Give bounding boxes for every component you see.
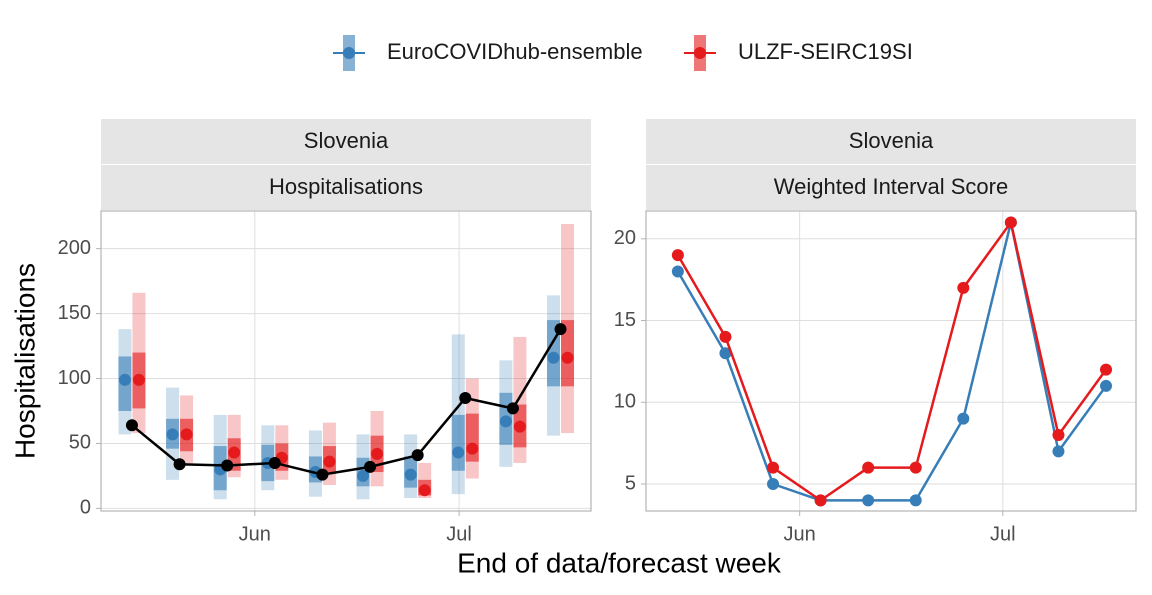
median-point [132, 373, 145, 386]
series-point [1100, 363, 1113, 376]
series-line [676, 222, 1108, 502]
median-point [418, 484, 431, 497]
y-tick-label: 150 [58, 302, 91, 324]
median-point [513, 420, 526, 433]
median-point [323, 455, 336, 468]
series-point [719, 330, 732, 343]
series-point [909, 461, 922, 474]
observed-point [506, 402, 519, 415]
series-point [1004, 216, 1017, 229]
median-point [357, 469, 370, 482]
observed-point [125, 419, 138, 432]
y-tick-label: 200 [58, 237, 91, 259]
series-point [957, 281, 970, 294]
x-tick-label: Jul [990, 523, 1016, 545]
strip-box [101, 165, 591, 210]
y-axis-title: Hospitalisations [9, 263, 40, 459]
series-point [862, 494, 875, 507]
series-point [909, 494, 922, 507]
strip-box [101, 119, 591, 164]
y-tick-label: 5 [625, 472, 636, 494]
median-point [499, 415, 512, 428]
series-point [957, 412, 970, 425]
median-point [371, 447, 384, 460]
legend-dot [694, 47, 706, 59]
y-tick-label: 0 [80, 497, 91, 519]
legend-label: EuroCOVIDhub-ensemble [387, 39, 643, 64]
series-point [767, 461, 780, 474]
panel-border [100, 210, 592, 512]
x-axis-title: End of data/forecast week [457, 547, 782, 578]
legend-label: ULZF-SEIRC19SI [738, 39, 913, 64]
strip-label: Slovenia [849, 128, 934, 153]
observed-point [554, 323, 567, 336]
median-point [404, 468, 417, 481]
median-point [466, 442, 479, 455]
interval-50 [451, 414, 465, 471]
strip-box [646, 119, 1136, 164]
median-point [547, 351, 560, 364]
observed-line [131, 328, 562, 476]
median-point [452, 446, 465, 459]
x-tick-label: Jul [446, 523, 472, 545]
median-point [118, 373, 131, 386]
median-point [166, 428, 179, 441]
series-point [767, 478, 780, 491]
strip-label: Slovenia [304, 128, 389, 153]
y-tick-label: 10 [614, 391, 636, 413]
series-point [814, 494, 827, 507]
observed-point [221, 459, 234, 472]
series-point [862, 461, 875, 474]
series-point [1100, 379, 1113, 392]
observed-point [411, 449, 424, 462]
plot-area [671, 216, 1113, 507]
series-point [1052, 445, 1065, 458]
series-point [671, 265, 684, 278]
y-tick-label: 50 [69, 432, 91, 454]
observed-point [316, 468, 329, 481]
panel [646, 211, 1136, 511]
median-point [228, 446, 241, 459]
strip-label: Weighted Interval Score [774, 174, 1008, 199]
series-point [671, 249, 684, 262]
strip-box [646, 165, 1136, 210]
series-point [719, 347, 732, 360]
observed-point [268, 456, 281, 469]
observed-point [459, 392, 472, 405]
y-tick-label: 20 [614, 227, 636, 249]
median-point [561, 351, 574, 364]
plot-area [118, 223, 575, 500]
strip-label: Hospitalisations [269, 174, 423, 199]
y-tick-label: 100 [58, 367, 91, 389]
observed-point [364, 460, 377, 473]
y-tick-label: 15 [614, 309, 636, 331]
x-tick-label: Jun [239, 523, 271, 545]
observed-point [173, 458, 186, 471]
legend-dot [343, 47, 355, 59]
series-point [1052, 428, 1065, 441]
series-line [676, 219, 1108, 502]
panel-border [645, 210, 1137, 512]
x-tick-label: Jun [784, 523, 816, 545]
median-point [180, 428, 193, 441]
